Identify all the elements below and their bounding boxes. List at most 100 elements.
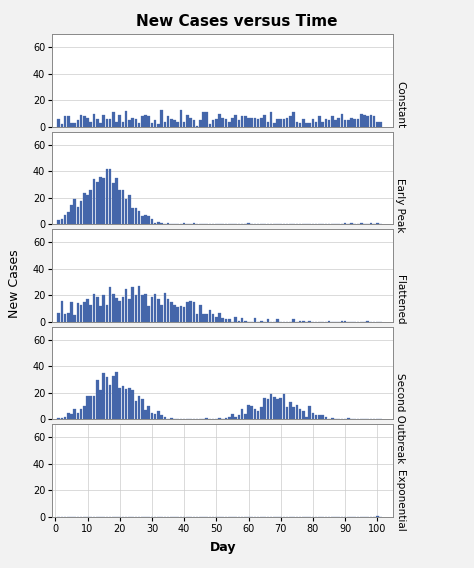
Bar xyxy=(228,319,230,322)
Bar xyxy=(231,118,234,127)
Bar xyxy=(363,115,366,127)
Bar xyxy=(318,415,320,419)
Bar xyxy=(80,409,82,419)
Bar xyxy=(237,415,240,419)
Bar xyxy=(270,112,273,127)
Bar xyxy=(128,120,131,127)
Bar xyxy=(276,319,279,322)
Bar xyxy=(173,120,176,127)
Bar xyxy=(70,204,73,224)
Bar xyxy=(347,418,350,419)
Bar xyxy=(157,124,160,127)
Bar xyxy=(61,418,63,419)
Bar xyxy=(228,122,230,127)
Bar xyxy=(93,395,95,419)
Bar xyxy=(57,418,60,419)
Text: Flattened: Flattened xyxy=(395,275,405,325)
Bar xyxy=(305,417,308,419)
Bar xyxy=(247,405,250,419)
Bar xyxy=(122,190,124,224)
Bar xyxy=(189,118,192,127)
Bar xyxy=(57,312,60,322)
Bar xyxy=(370,223,372,224)
Bar xyxy=(99,123,102,127)
Bar xyxy=(221,118,224,127)
Bar xyxy=(80,201,82,224)
Text: Day: Day xyxy=(210,541,236,554)
Bar xyxy=(196,314,198,322)
Bar xyxy=(147,216,150,224)
Bar xyxy=(80,304,82,322)
Bar xyxy=(67,116,70,127)
Bar xyxy=(115,178,118,224)
Bar xyxy=(311,413,314,419)
Bar xyxy=(266,122,269,127)
Bar xyxy=(215,316,218,322)
Bar xyxy=(241,116,243,127)
Bar xyxy=(138,123,140,127)
Bar xyxy=(106,377,108,419)
Bar xyxy=(83,406,86,419)
Bar xyxy=(331,418,334,419)
Bar xyxy=(90,304,92,322)
Bar xyxy=(147,116,150,127)
Bar xyxy=(131,118,134,127)
Bar xyxy=(64,417,66,419)
Bar xyxy=(128,195,131,224)
Bar xyxy=(215,119,218,127)
Bar xyxy=(360,223,363,224)
Bar xyxy=(311,119,314,127)
Text: Constant: Constant xyxy=(395,81,405,128)
Bar xyxy=(283,394,285,419)
Bar xyxy=(151,219,153,224)
Bar xyxy=(147,306,150,322)
Bar xyxy=(135,119,137,127)
Bar xyxy=(189,300,192,322)
Bar xyxy=(260,118,263,127)
Bar xyxy=(305,123,308,127)
Bar xyxy=(221,318,224,322)
Bar xyxy=(231,414,234,419)
Bar xyxy=(302,411,305,419)
Bar xyxy=(86,195,89,224)
Bar xyxy=(247,223,250,224)
Bar xyxy=(337,118,340,127)
Bar xyxy=(205,418,208,419)
Bar xyxy=(170,119,173,127)
Bar xyxy=(315,122,318,127)
Bar xyxy=(218,114,221,127)
Bar xyxy=(328,120,330,127)
Bar xyxy=(157,411,160,419)
Bar xyxy=(164,122,166,127)
Bar xyxy=(96,119,99,127)
Bar xyxy=(151,123,153,127)
Bar xyxy=(302,320,305,322)
Bar xyxy=(244,116,246,127)
Bar xyxy=(218,312,221,322)
Bar xyxy=(250,406,253,419)
Bar xyxy=(228,417,230,419)
Bar xyxy=(180,110,182,127)
Bar xyxy=(93,294,95,322)
Bar xyxy=(70,414,73,419)
Bar xyxy=(125,389,128,419)
Bar xyxy=(77,413,79,419)
Bar xyxy=(276,399,279,419)
Bar xyxy=(122,296,124,322)
Bar xyxy=(218,418,221,419)
Bar xyxy=(344,120,346,127)
Bar xyxy=(160,304,163,322)
Bar xyxy=(286,407,289,419)
Bar xyxy=(57,220,60,224)
Bar xyxy=(202,314,205,322)
Bar xyxy=(102,373,105,419)
Bar xyxy=(138,395,140,419)
Bar xyxy=(296,405,298,419)
Bar xyxy=(141,399,144,419)
Bar xyxy=(109,169,111,224)
Bar xyxy=(344,223,346,224)
Bar xyxy=(144,215,147,224)
Bar xyxy=(67,212,70,224)
Bar xyxy=(83,193,86,224)
Bar xyxy=(99,306,102,322)
